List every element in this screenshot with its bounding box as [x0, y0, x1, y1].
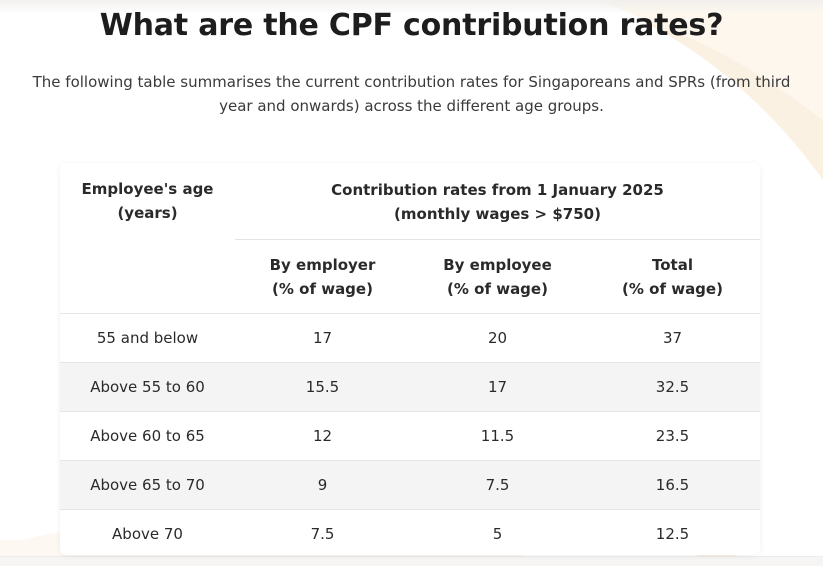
- age-cell: Above 70: [60, 509, 235, 555]
- age-cell: Above 65 to 70: [60, 460, 235, 510]
- employee-column-header: By employee (% of wage): [410, 239, 585, 314]
- age-cell: Above 55 to 60: [60, 362, 235, 412]
- table-row: Above 70 7.5 5 12.5: [60, 509, 760, 555]
- table-subheader-row: By employer (% of wage) By employee (% o…: [60, 239, 760, 314]
- rates-group-header: Contribution rates from 1 January 2025 (…: [235, 163, 760, 240]
- employee-rate-cell: 20: [410, 313, 585, 363]
- intro-paragraph: The following table summarises the curre…: [32, 73, 791, 115]
- employer-rate-cell: 17: [235, 313, 410, 363]
- age-cell: Above 60 to 65: [60, 411, 235, 461]
- page-title: What are the CPF contribution rates?: [99, 8, 724, 43]
- employee-rate-cell: 11.5: [410, 411, 585, 461]
- rates-header-line: Contribution rates from 1 January 2025: [331, 181, 664, 199]
- employee-rate-cell: 17: [410, 362, 585, 412]
- employer-rate-cell: 15.5: [235, 362, 410, 412]
- total-header-unit: (% of wage): [622, 279, 723, 298]
- total-column-header: Total (% of wage): [585, 239, 760, 314]
- table-row: 55 and below 17 20 37: [60, 313, 760, 363]
- rates-table: Employee's age (years) Contribution rate…: [60, 163, 760, 555]
- employer-header-unit: (% of wage): [272, 279, 373, 298]
- age-cell: 55 and below: [60, 313, 235, 363]
- total-header-label: Total: [652, 255, 693, 274]
- total-rate-cell: 32.5: [585, 362, 760, 412]
- employer-rate-cell: 12: [235, 411, 410, 461]
- table-row: Above 65 to 70 9 7.5 16.5: [60, 460, 760, 510]
- table-header-row: Employee's age (years) Contribution rate…: [60, 163, 760, 240]
- age-column-header: Employee's age (years): [60, 163, 235, 314]
- total-rate-cell: 37: [585, 313, 760, 363]
- total-rate-cell: 23.5: [585, 411, 760, 461]
- employee-header-unit: (% of wage): [447, 279, 548, 298]
- employee-rate-cell: 7.5: [410, 460, 585, 510]
- total-rate-cell: 12.5: [585, 509, 760, 555]
- table-row: Above 55 to 60 15.5 17 32.5: [60, 362, 760, 412]
- rates-header-condition: (monthly wages > $750): [394, 205, 601, 223]
- employee-rate-cell: 5: [410, 509, 585, 555]
- employer-rate-cell: 7.5: [235, 509, 410, 555]
- employee-header-label: By employee: [443, 255, 552, 274]
- age-header-line: Employee's age: [81, 180, 214, 198]
- total-rate-cell: 16.5: [585, 460, 760, 510]
- employer-rate-cell: 9: [235, 460, 410, 510]
- table-row: Above 60 to 65 12 11.5 23.5: [60, 411, 760, 461]
- age-header-unit: (years): [117, 204, 178, 222]
- employer-header-label: By employer: [269, 255, 376, 274]
- contribution-rates-table: Employee's age (years) Contribution rate…: [60, 163, 760, 555]
- employer-column-header: By employer (% of wage): [235, 239, 410, 314]
